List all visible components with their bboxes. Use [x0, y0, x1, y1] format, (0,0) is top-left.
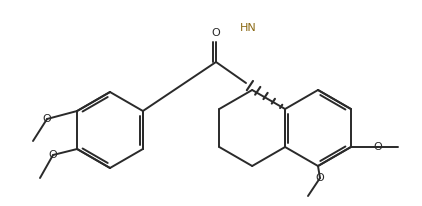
Text: O: O: [49, 150, 57, 160]
Text: O: O: [211, 28, 220, 38]
Text: O: O: [316, 173, 325, 183]
Text: HN: HN: [240, 23, 257, 33]
Text: O: O: [43, 114, 51, 124]
Text: O: O: [373, 142, 382, 152]
